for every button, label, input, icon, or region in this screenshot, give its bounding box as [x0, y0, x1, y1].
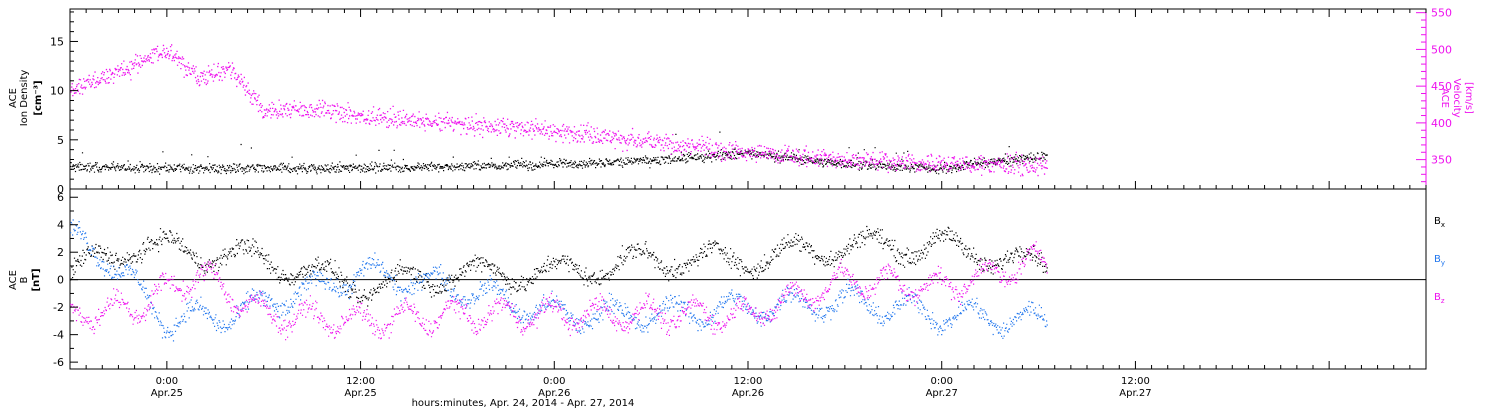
- imf-tick-label: 4: [57, 219, 64, 232]
- velocity-tick-label: 550: [1431, 7, 1452, 20]
- top-panel-frame: [69, 8, 1427, 190]
- density-ylabel-line-2: Ion Density: [19, 70, 30, 127]
- density-tick-label: 0: [57, 183, 64, 196]
- velocity-tick-label: 500: [1431, 43, 1452, 56]
- velocity-ylabel-line-2: Velocity: [1451, 78, 1462, 117]
- x-tick-label-time: 12:00: [346, 376, 375, 387]
- imf-bz-series-points: [70, 241, 1048, 341]
- imf-tick-label: 6: [57, 191, 64, 204]
- density-tick-label: 10: [50, 85, 64, 98]
- velocity-series-points: [70, 44, 1048, 177]
- imf-tick-label: -4: [53, 329, 64, 342]
- x-tick-label-time: 12:00: [734, 376, 763, 387]
- density-ylabel-line-3: [cm⁻³]: [33, 80, 44, 115]
- x-tick-label-time: 0:00: [930, 376, 952, 387]
- velocity-ylabel-line-3: [km/s]: [1463, 82, 1474, 114]
- imf-tick-label: 0: [57, 274, 64, 287]
- legend-bx: Bx: [1434, 216, 1445, 229]
- x-tick-label-time: 0:00: [156, 376, 178, 387]
- x-tick-label-date: Apr.27: [1119, 388, 1151, 399]
- x-tick-label-time: 0:00: [543, 376, 565, 387]
- imf-ylabel-line-3: [nT]: [31, 268, 42, 291]
- imf-ylabel-line-2: B: [19, 276, 30, 283]
- x-tick-label-date: Apr.25: [151, 388, 183, 399]
- imf-tick-label: 2: [57, 246, 64, 259]
- velocity-tick-label: 400: [1431, 117, 1452, 130]
- axes-layer: 051015350400450500550-6-4-202460:00Apr.2…: [50, 7, 1452, 399]
- legend-by: By: [1434, 254, 1445, 267]
- bottom-panel-frame: [69, 188, 1427, 370]
- imf-ylabel-line-1: ACE: [8, 270, 19, 290]
- imf-by-series-points: [70, 219, 1048, 342]
- x-tick-label-date: Apr.26: [538, 388, 570, 399]
- top-panel-data-layer: [70, 44, 1048, 177]
- density-tick-label: 5: [57, 134, 64, 147]
- density-tick-label: 15: [50, 35, 64, 48]
- density-ylabel-line-1: ACE: [8, 88, 19, 108]
- imf-tick-label: -2: [53, 301, 64, 314]
- imf-tick-label: -6: [53, 356, 64, 369]
- velocity-ylabel-line-1: ACE: [1439, 88, 1450, 108]
- imf-bx-series-points: [70, 225, 1048, 307]
- x-tick-label-date: Apr.26: [732, 388, 764, 399]
- x-tick-label-time: 12:00: [1121, 376, 1150, 387]
- bottom-panel-data-layer: [70, 219, 1426, 342]
- x-tick-label-date: Apr.25: [344, 388, 376, 399]
- velocity-tick-label: 450: [1431, 80, 1452, 93]
- x-tick-label-date: Apr.27: [926, 388, 958, 399]
- legend-bz: Bz: [1434, 292, 1445, 305]
- x-axis-title: hours:minutes, Apr. 24, 2014 - Apr. 27, …: [412, 398, 635, 409]
- velocity-tick-label: 350: [1431, 154, 1452, 167]
- density-series-points: [70, 131, 1048, 175]
